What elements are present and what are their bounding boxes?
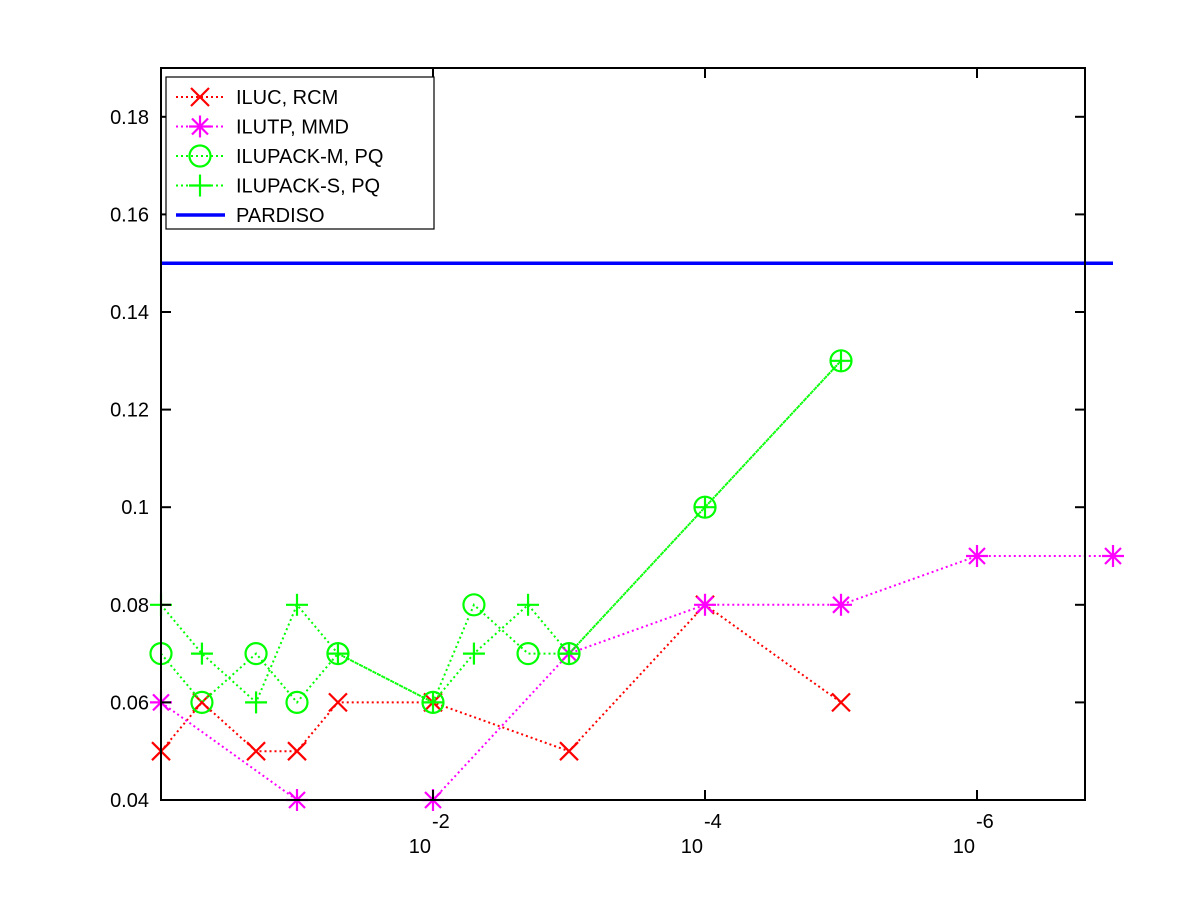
legend-label: ILUPACK-M, PQ: [236, 146, 383, 168]
legend-label: ILUTP, MMD: [236, 117, 349, 139]
x-tick-label-base: 10: [409, 836, 431, 858]
legend-label: ILUPACK-S, PQ: [236, 176, 380, 198]
x-tick-label-exponent: -4: [704, 811, 722, 833]
data-point: [326, 642, 349, 665]
data-point: [190, 642, 213, 665]
y-tick-label: 0.16: [110, 204, 149, 226]
data-point: [244, 641, 268, 666]
data-point: [516, 641, 540, 666]
axes-layer: 0.040.060.080.10.120.140.160.1810-210-41…: [110, 67, 1086, 858]
data-point: [462, 642, 485, 665]
data-point: [694, 496, 716, 519]
x-tick-label-exponent: -2: [432, 811, 450, 833]
plot-area-frame: [160, 67, 1086, 801]
data-point: [287, 741, 307, 761]
legend-entry: ILUPACK-M, PQ: [176, 144, 383, 168]
x-tick-label-base: 10: [681, 836, 703, 858]
data-point: [328, 692, 348, 713]
legend: ILUC, RCM ILUTP, MMD ILUPACK-M, PQ ILUPACK-…: [165, 76, 435, 230]
legend-marker: [188, 144, 212, 168]
data-point: [245, 691, 268, 714]
y-tick-label: 0.06: [110, 692, 149, 714]
data-point: [830, 593, 852, 616]
x-tick-label-exponent: -6: [976, 811, 994, 833]
data-point: [246, 741, 266, 761]
y-tick-label: 0.14: [110, 302, 149, 324]
data-point: [1102, 545, 1124, 567]
y-tick-label: 0.18: [110, 107, 149, 129]
data-point: [558, 642, 580, 665]
y-tick-label: 0.1: [121, 497, 149, 519]
data-point: [286, 593, 308, 616]
legend-label: ILUC, RCM: [236, 87, 338, 109]
data-point: [190, 690, 214, 715]
data-point: [559, 741, 579, 761]
data-point: [966, 545, 988, 567]
data-point: [422, 691, 444, 714]
y-tick-label: 0.04: [110, 790, 149, 812]
data-point: [694, 593, 716, 616]
legend-entry: ILUC, RCM: [176, 87, 338, 109]
legend-marker: [189, 115, 211, 138]
data-point: [830, 349, 852, 372]
legend-entry: ILUTP, MMD: [176, 115, 349, 139]
legend-label: PARDISO: [236, 205, 325, 227]
legend-entry: PARDISO: [176, 205, 325, 227]
legend-entry: ILUPACK-S, PQ: [176, 174, 380, 198]
x-tick-label-base: 10: [953, 836, 975, 858]
data-point: [831, 692, 851, 713]
y-tick-label: 0.12: [110, 400, 149, 422]
data-point: [462, 593, 486, 617]
data-point: [285, 690, 309, 715]
legend-marker: [190, 87, 210, 107]
y-tick-label: 0.08: [110, 595, 149, 617]
data-point: [517, 593, 540, 616]
legend-marker: [189, 174, 211, 197]
